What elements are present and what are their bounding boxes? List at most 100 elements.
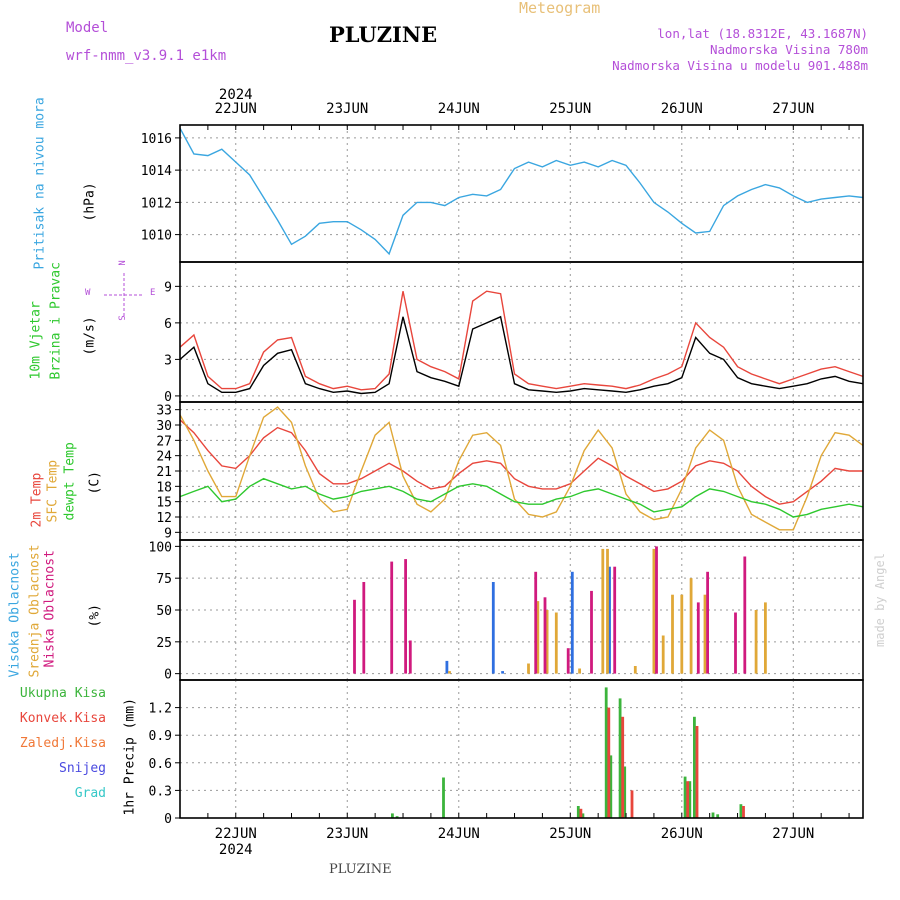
tick-label-temperature: 21 bbox=[156, 465, 172, 480]
clouds-cloud_low-bar bbox=[543, 597, 547, 674]
clouds-cloud_mid-bar bbox=[545, 610, 549, 674]
precip-precip_conv-bar bbox=[695, 726, 699, 818]
precip-precip_total-bar bbox=[683, 776, 687, 818]
precip-precip_conv-bar bbox=[621, 716, 625, 818]
model-altitude-label: Nadmorska Visina u modelu 901.488m bbox=[612, 58, 868, 73]
altitude-label: Nadmorska Visina 780m bbox=[709, 42, 868, 57]
tick-label-temperature: 9 bbox=[164, 526, 172, 541]
tick-label-clouds: 75 bbox=[156, 572, 172, 587]
precip-precip_total-bar bbox=[442, 777, 445, 818]
bottom-day-label-5: 27JUN bbox=[772, 826, 814, 842]
clouds-cloud_high-bar bbox=[491, 582, 495, 674]
tick-label-temperature: 15 bbox=[156, 496, 172, 511]
clouds-cloud_low-bar bbox=[408, 640, 412, 674]
clouds-cloud_mid-bar bbox=[633, 666, 637, 674]
clouds-cloud_low-bar bbox=[590, 590, 593, 674]
precip-precip_total-bar bbox=[623, 766, 627, 818]
legend-snow: Snijeg bbox=[59, 761, 106, 776]
precip-precip_total-bar bbox=[739, 804, 743, 818]
footer-station: PLUZINE bbox=[329, 862, 392, 877]
tick-label-temperature: 12 bbox=[156, 511, 172, 526]
clouds-cloud_low-bar bbox=[655, 546, 658, 674]
tick-label-temperature: 33 bbox=[156, 404, 172, 419]
clouds-cloud_mid-bar bbox=[606, 548, 609, 674]
clouds-cloud_mid-bar bbox=[554, 612, 558, 674]
tick-label-temperature: 24 bbox=[156, 450, 172, 465]
product-label: Meteogram bbox=[519, 0, 601, 17]
bottom-day-label-1: 23JUN bbox=[326, 826, 368, 842]
clouds-cloud_low-bar bbox=[353, 599, 356, 674]
precip-precip_total-bar bbox=[688, 781, 692, 818]
clouds-cloud_high-bar bbox=[608, 566, 611, 674]
tick-label-precip: 0.6 bbox=[149, 757, 172, 772]
temperature-dewpt-line bbox=[179, 477, 864, 518]
tick-label-clouds: 0 bbox=[164, 668, 172, 683]
top-day-label-5: 27JUN bbox=[772, 101, 814, 117]
clouds-cloud_low-bar bbox=[566, 648, 570, 674]
clouds-cloud_low-bar bbox=[696, 602, 700, 674]
tick-label-pressure: 1010 bbox=[141, 229, 172, 244]
precip-precip_total-bar bbox=[711, 812, 715, 818]
tick-label-pressure: 1014 bbox=[141, 164, 172, 179]
top-day-label-3: 25JUN bbox=[549, 101, 591, 117]
precip-precip_conv-bar bbox=[579, 808, 583, 818]
temperature-temp2m-line bbox=[179, 419, 863, 505]
tick-label-pressure: 1012 bbox=[141, 196, 172, 211]
tick-label-wind: 9 bbox=[164, 280, 172, 295]
clouds-cloud_mid-bar bbox=[703, 594, 707, 674]
clouds-cloud_mid-bar bbox=[754, 610, 758, 674]
clouds-cloud_mid-bar bbox=[764, 602, 767, 674]
clouds-cloud_mid-bar bbox=[527, 663, 530, 674]
clouds-cloud_high-bar bbox=[570, 571, 574, 674]
precip-precip_total-bar bbox=[581, 813, 585, 818]
bottom-day-label-2: 24JUN bbox=[438, 826, 480, 842]
compass-w: W bbox=[85, 288, 91, 298]
tick-label-precip: 1.2 bbox=[149, 702, 172, 717]
wind-wind_gust-line bbox=[179, 290, 864, 391]
top-day-label-4: 26JUN bbox=[661, 101, 703, 117]
precip-precip_total-bar bbox=[391, 813, 394, 818]
bottom-day-label-4: 26JUN bbox=[661, 826, 703, 842]
precip-precip_conv-bar bbox=[607, 707, 611, 818]
clouds-cloud_mid-bar bbox=[689, 578, 693, 674]
bottom-year-label: 2024 bbox=[219, 842, 253, 858]
top-day-label-0: 22JUN bbox=[215, 101, 257, 117]
panel-frame-precip bbox=[179, 679, 864, 819]
tick-label-precip: 0 bbox=[164, 812, 172, 827]
coords-label: lon,lat (18.8312E, 43.1687N) bbox=[657, 26, 868, 41]
legend-total: Ukupna Kisa bbox=[19, 686, 106, 701]
precip-precip_conv-bar bbox=[686, 781, 690, 818]
precip-precip_total-bar bbox=[576, 806, 580, 818]
tick-label-pressure: 1016 bbox=[141, 132, 172, 147]
clouds-cloud_low-bar bbox=[743, 556, 747, 674]
bottom-day-label-3: 25JUN bbox=[549, 826, 591, 842]
clouds-cloud_mid-bar bbox=[448, 671, 451, 674]
top-day-label-1: 23JUN bbox=[326, 101, 368, 117]
clouds-cloud_mid-bar bbox=[601, 548, 605, 674]
tick-label-precip: 0.9 bbox=[149, 729, 172, 744]
tick-label-precip: 0.3 bbox=[149, 784, 172, 799]
tick-label-wind: 6 bbox=[164, 317, 172, 332]
precip-precip_total-bar bbox=[693, 716, 696, 818]
tick-label-wind: 0 bbox=[164, 390, 172, 405]
top-year-label: 2024 bbox=[219, 87, 253, 103]
tick-label-temperature: 27 bbox=[156, 434, 172, 449]
clouds-cloud_low-bar bbox=[734, 612, 737, 674]
compass-e: E bbox=[150, 288, 156, 298]
clouds-cloud_mid-bar bbox=[680, 594, 684, 674]
clouds-cloud_low-bar bbox=[390, 561, 394, 674]
tick-label-clouds: 25 bbox=[156, 636, 172, 651]
tick-label-temperature: 18 bbox=[156, 480, 172, 495]
tick-label-clouds: 100 bbox=[149, 540, 172, 555]
legend-hail: Grad bbox=[74, 786, 106, 801]
pressure-pressure-line bbox=[179, 127, 864, 256]
wind-wind_speed-line bbox=[179, 315, 864, 395]
model-label: Model bbox=[66, 20, 109, 36]
clouds-cloud_mid-bar bbox=[536, 601, 540, 674]
bottom-day-label-0: 22JUN bbox=[215, 826, 257, 842]
clouds-cloud_low-bar bbox=[534, 571, 538, 674]
precip-precip_conv-bar bbox=[742, 806, 745, 818]
clouds-cloud_low-bar bbox=[404, 559, 407, 674]
precip-precip_total-bar bbox=[618, 698, 622, 818]
precip-precip_total-bar bbox=[716, 814, 720, 818]
